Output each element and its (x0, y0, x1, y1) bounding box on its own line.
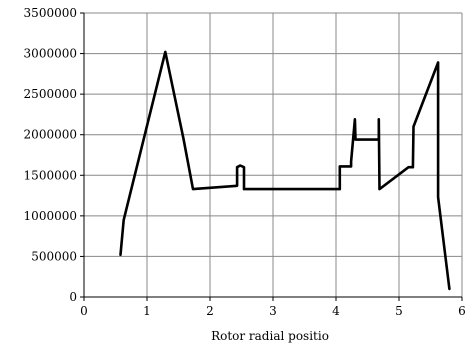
x-tick-label: 5 (395, 304, 403, 318)
y-tick-label: 3500000 (24, 6, 77, 20)
y-tick-label: 0 (69, 290, 77, 304)
y-tick-label: 1500000 (24, 168, 77, 182)
x-tick-label: 3 (269, 304, 277, 318)
y-tick-label: 3000000 (24, 47, 77, 61)
x-tick-label: 4 (332, 304, 340, 318)
series-layer (119, 50, 451, 291)
tick-labels: 0 500000 1000000 1500000 2000000 2500000 30000… (24, 6, 466, 318)
x-tick-label: 1 (143, 304, 151, 318)
y-tick-label: 500000 (31, 249, 77, 263)
y-tick-label: 1000000 (24, 209, 77, 223)
axis-layer (80, 12, 463, 301)
x-tick-label: 0 (80, 304, 88, 318)
y-tick-label: 2000000 (24, 128, 77, 142)
grid-layer (83, 12, 463, 298)
x-axis-label: Rotor radial positio (211, 329, 329, 343)
x-tick-label: 6 (458, 304, 466, 318)
x-tick-label: 2 (206, 304, 214, 318)
y-tick-label: 2500000 (24, 87, 77, 101)
series-line-0 (119, 50, 451, 291)
